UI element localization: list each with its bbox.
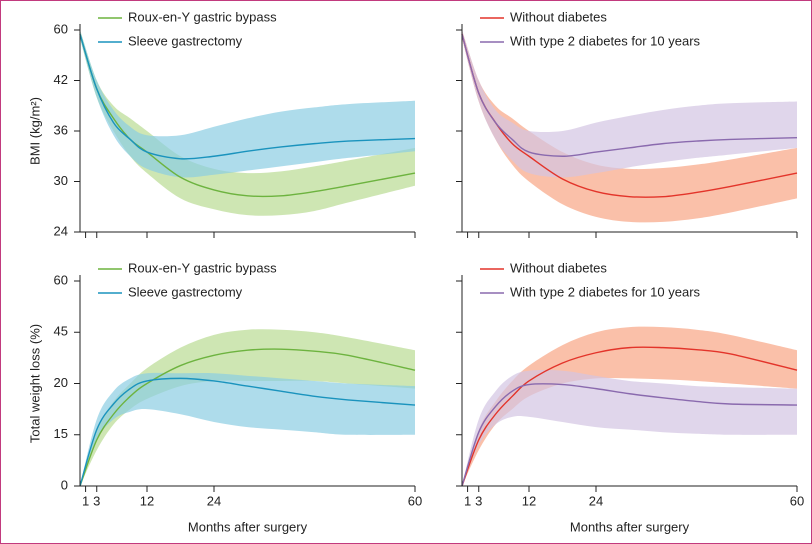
line [79, 377, 416, 487]
x-axis-label: Months after surgery [570, 519, 690, 534]
line [79, 34, 416, 198]
x-tick-label: 3 [475, 493, 482, 508]
legend-label: Without diabetes [510, 9, 607, 24]
y-axis-label: Total weight loss (%) [27, 324, 42, 443]
legend-label: Sleeve gastrectomy [128, 33, 243, 48]
confidence-band [462, 370, 797, 486]
y-axis-label: BMI (kg/m²) [27, 97, 42, 165]
x-tick-label: 12 [522, 493, 536, 508]
x-tick-label: 1 [464, 493, 471, 508]
confidence-band [462, 326, 797, 486]
confidence-band [80, 30, 415, 178]
legend-label: Roux-en-Y gastric bypass [128, 9, 277, 24]
y-tick-label: 45 [54, 324, 68, 339]
y-tick-label: 36 [54, 122, 68, 137]
x-tick-label: 24 [207, 493, 221, 508]
x-tick-label: 3 [93, 493, 100, 508]
legend-label: Without diabetes [510, 260, 607, 275]
line [79, 348, 416, 487]
legend-label: Roux-en-Y gastric bypass [128, 260, 277, 275]
legend-label: Sleeve gastrectomy [128, 284, 243, 299]
legend-label: With type 2 diabetes for 10 years [510, 284, 701, 299]
x-tick-label: 24 [589, 493, 603, 508]
legend-label: With type 2 diabetes for 10 years [510, 33, 701, 48]
x-tick-label: 60 [408, 493, 422, 508]
y-tick-label: 42 [54, 72, 68, 87]
y-tick-label: 24 [54, 223, 68, 238]
x-tick-label: 60 [790, 493, 804, 508]
y-tick-label: 0 [61, 477, 68, 492]
confidence-band [80, 372, 415, 486]
y-tick-label: 60 [54, 272, 68, 287]
y-tick-label: 30 [54, 173, 68, 188]
line [461, 346, 798, 487]
line [461, 34, 798, 157]
y-tick-label: 15 [54, 426, 68, 441]
x-axis-label: Months after surgery [188, 519, 308, 534]
confidence-band [80, 329, 415, 486]
y-tick-label: 60 [54, 21, 68, 36]
line [461, 383, 798, 487]
x-tick-label: 12 [140, 493, 154, 508]
line [79, 34, 416, 160]
y-tick-label: 20 [54, 375, 68, 390]
x-tick-label: 1 [82, 493, 89, 508]
